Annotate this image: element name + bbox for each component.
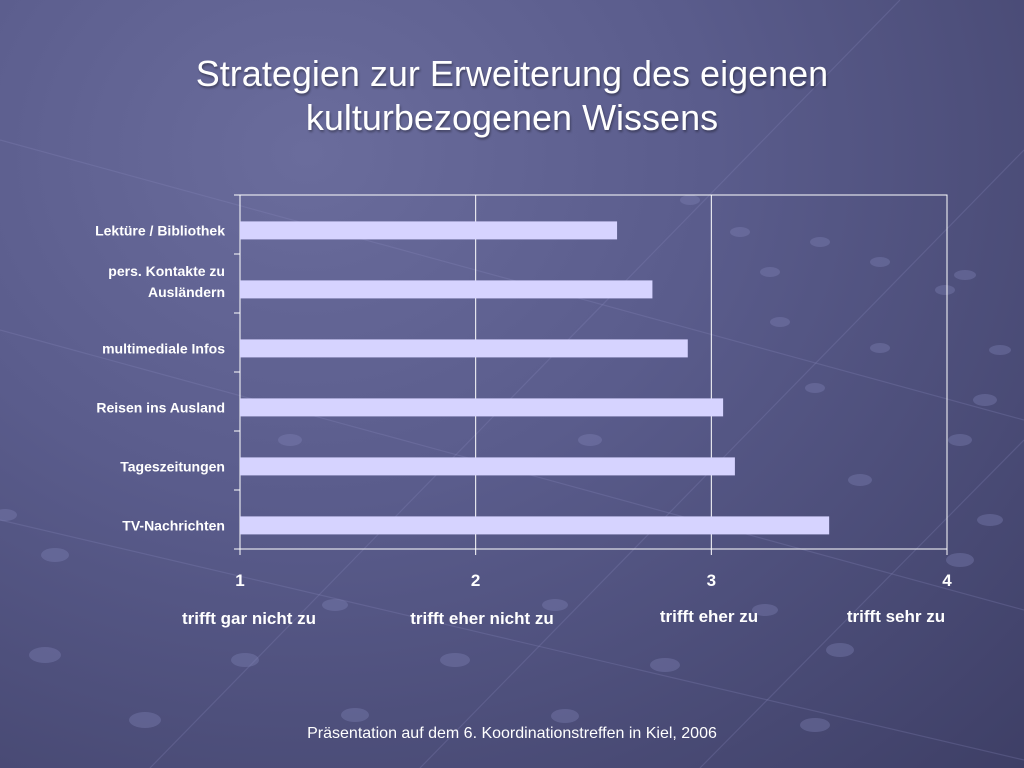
bar-2: [240, 280, 653, 299]
bar-4: [240, 398, 724, 417]
category-label-5: Tageszeitungen: [120, 458, 225, 474]
x-tick-label-3: 3: [707, 571, 716, 590]
category-label-1: Lektüre / Bibliothek: [95, 222, 225, 238]
bar-1: [240, 221, 618, 240]
category-label-6: TV-Nachrichten: [122, 517, 225, 533]
x-tick-label-4: 4: [942, 571, 952, 590]
scale-label-2: trifft eher nicht zu: [410, 609, 554, 628]
slide-footer: Präsentation auf dem 6. Koordinationstre…: [307, 725, 717, 742]
slide-title: Strategien zur Erweiterung des eigenen k…: [62, 52, 962, 140]
slide-title-line-2: kulturbezogenen Wissens: [305, 97, 719, 138]
scale-label-3: trifft eher zu: [659, 607, 759, 626]
x-tick-label-2: 2: [471, 571, 480, 590]
plot-frame: [239, 194, 948, 550]
category-label-2-line-1: pers. Kontakte zu: [108, 263, 225, 279]
scale-label-4: trifft sehr zu: [846, 607, 946, 626]
bar-3: [240, 339, 688, 358]
scale-label-1: trifft gar nicht zu: [181, 609, 317, 628]
x-tick-label-1: 1: [235, 571, 244, 590]
bar-5: [240, 457, 735, 476]
category-label-2-line-2: Ausländern: [148, 284, 225, 300]
category-label-3: multimediale Infos: [102, 340, 225, 356]
slide-title-line-1: Strategien zur Erweiterung des eigenen: [195, 53, 829, 94]
bar-6: [240, 516, 830, 535]
category-label-4: Reisen ins Ausland: [96, 399, 225, 415]
